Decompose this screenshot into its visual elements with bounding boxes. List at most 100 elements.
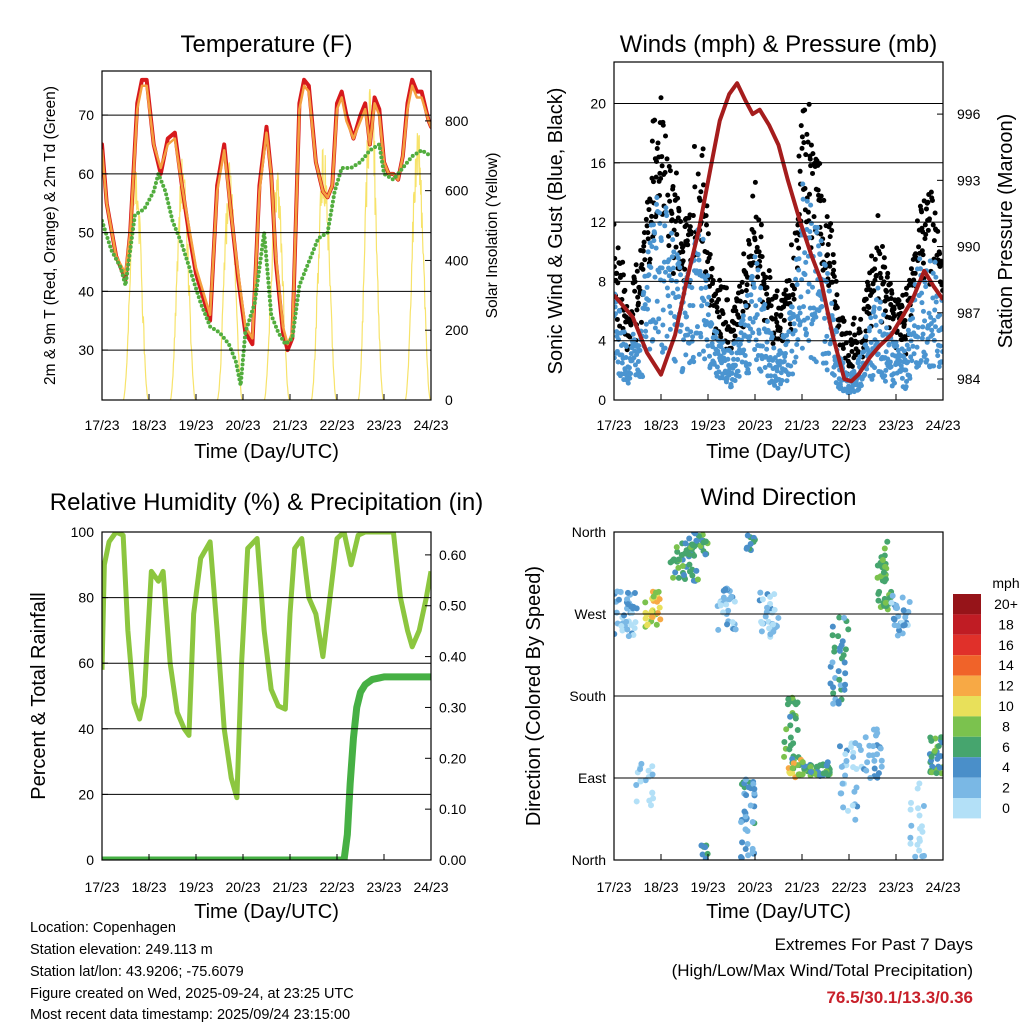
direction-point bbox=[717, 602, 724, 609]
wind-point bbox=[670, 237, 676, 243]
gust-point bbox=[807, 156, 813, 162]
gust-point bbox=[774, 288, 780, 294]
legend-swatch bbox=[953, 614, 981, 635]
gust-point bbox=[627, 334, 633, 340]
wind-point bbox=[753, 337, 759, 343]
direction-point bbox=[647, 802, 654, 809]
wind-point bbox=[768, 373, 774, 379]
direction-point bbox=[642, 777, 649, 784]
gust-point bbox=[799, 145, 805, 151]
y-tick-label: 20 bbox=[78, 786, 94, 802]
gust-point bbox=[920, 260, 926, 266]
gust-point bbox=[866, 311, 872, 317]
direction-point bbox=[799, 771, 806, 778]
wind-point bbox=[700, 236, 706, 242]
wind-point bbox=[714, 364, 720, 370]
direction-point bbox=[759, 596, 766, 603]
x-tick-label: 18/23 bbox=[643, 879, 678, 895]
wind-point bbox=[816, 243, 822, 249]
gust-point bbox=[866, 305, 872, 311]
gust-point bbox=[659, 163, 665, 169]
gust-point bbox=[831, 274, 837, 280]
wind-point bbox=[817, 251, 823, 257]
wind-point bbox=[775, 385, 781, 391]
direction-point bbox=[646, 797, 653, 804]
wind-point bbox=[666, 257, 672, 263]
direction-point bbox=[631, 625, 638, 632]
direction-point bbox=[621, 612, 628, 619]
wind-point bbox=[779, 350, 785, 356]
wind-point bbox=[758, 368, 764, 374]
gust-point bbox=[675, 195, 681, 201]
gust-point bbox=[899, 304, 905, 310]
gust-point bbox=[645, 236, 651, 242]
direction-point bbox=[781, 753, 788, 760]
legend-swatch bbox=[953, 757, 981, 778]
direction-point bbox=[645, 767, 652, 774]
wind-point bbox=[803, 259, 809, 265]
gust-point bbox=[830, 252, 836, 258]
gust-point bbox=[836, 323, 842, 329]
wind-point bbox=[793, 276, 799, 282]
direction-point bbox=[637, 778, 644, 785]
x-tick-label: 18/23 bbox=[643, 417, 678, 433]
gust-point bbox=[802, 186, 808, 192]
gust-point bbox=[773, 311, 779, 317]
x-tick-label: 19/23 bbox=[690, 879, 725, 895]
direction-point bbox=[715, 626, 722, 633]
direction-point bbox=[638, 760, 645, 767]
direction-point bbox=[670, 574, 677, 581]
direction-point bbox=[649, 771, 656, 778]
gust-point bbox=[810, 170, 816, 176]
direction-point bbox=[845, 626, 852, 633]
gust-point bbox=[746, 241, 752, 247]
wind-point bbox=[792, 359, 798, 365]
wind-point bbox=[838, 384, 844, 390]
direction-point bbox=[657, 616, 664, 623]
wind-point bbox=[619, 360, 625, 366]
direction-point bbox=[842, 646, 849, 653]
gust-point bbox=[850, 321, 856, 327]
wind-point bbox=[656, 316, 662, 322]
gust-point bbox=[680, 249, 686, 255]
wind-point bbox=[919, 290, 925, 296]
direction-point bbox=[786, 746, 793, 753]
y-tick-label: 50 bbox=[78, 225, 94, 241]
wind-point bbox=[654, 195, 660, 201]
y-tick-label: South bbox=[569, 688, 606, 704]
x-tick-label: 19/23 bbox=[178, 417, 213, 433]
wind-point bbox=[652, 230, 658, 236]
gust-point bbox=[755, 274, 761, 280]
gust-point bbox=[622, 287, 628, 293]
gust-point bbox=[763, 274, 769, 280]
wind-point bbox=[720, 339, 726, 345]
extremes-title: Extremes For Past 7 Days bbox=[774, 935, 973, 954]
direction-point bbox=[905, 608, 912, 615]
gust-point bbox=[781, 317, 787, 323]
y2-tick-label: 996 bbox=[957, 106, 981, 122]
wind-point bbox=[690, 303, 696, 309]
wind-point bbox=[790, 371, 796, 377]
gust-point bbox=[842, 355, 848, 361]
x-tick-label: 20/23 bbox=[737, 879, 772, 895]
location-text: Location: Copenhagen bbox=[30, 920, 176, 936]
wind-point bbox=[632, 362, 638, 368]
wind-point bbox=[642, 302, 648, 308]
y-axis-label: Sonic Wind & Gust (Blue, Black) bbox=[545, 88, 567, 375]
direction-point bbox=[839, 780, 846, 787]
wind-point bbox=[762, 302, 768, 308]
gust-point bbox=[737, 298, 743, 304]
x-tick-label: 18/23 bbox=[131, 879, 166, 895]
direction-point bbox=[840, 804, 847, 811]
wind-point bbox=[672, 358, 678, 364]
wind-point bbox=[746, 370, 752, 376]
y2-tick-label: 200 bbox=[445, 322, 469, 338]
direction-point bbox=[722, 586, 729, 593]
wind-point bbox=[875, 351, 881, 357]
direction-point bbox=[900, 622, 907, 629]
y-tick-label: 0 bbox=[86, 852, 94, 868]
wind-point bbox=[751, 284, 757, 290]
direction-point bbox=[653, 621, 660, 628]
gust-point bbox=[854, 340, 860, 346]
wind-point bbox=[690, 354, 696, 360]
